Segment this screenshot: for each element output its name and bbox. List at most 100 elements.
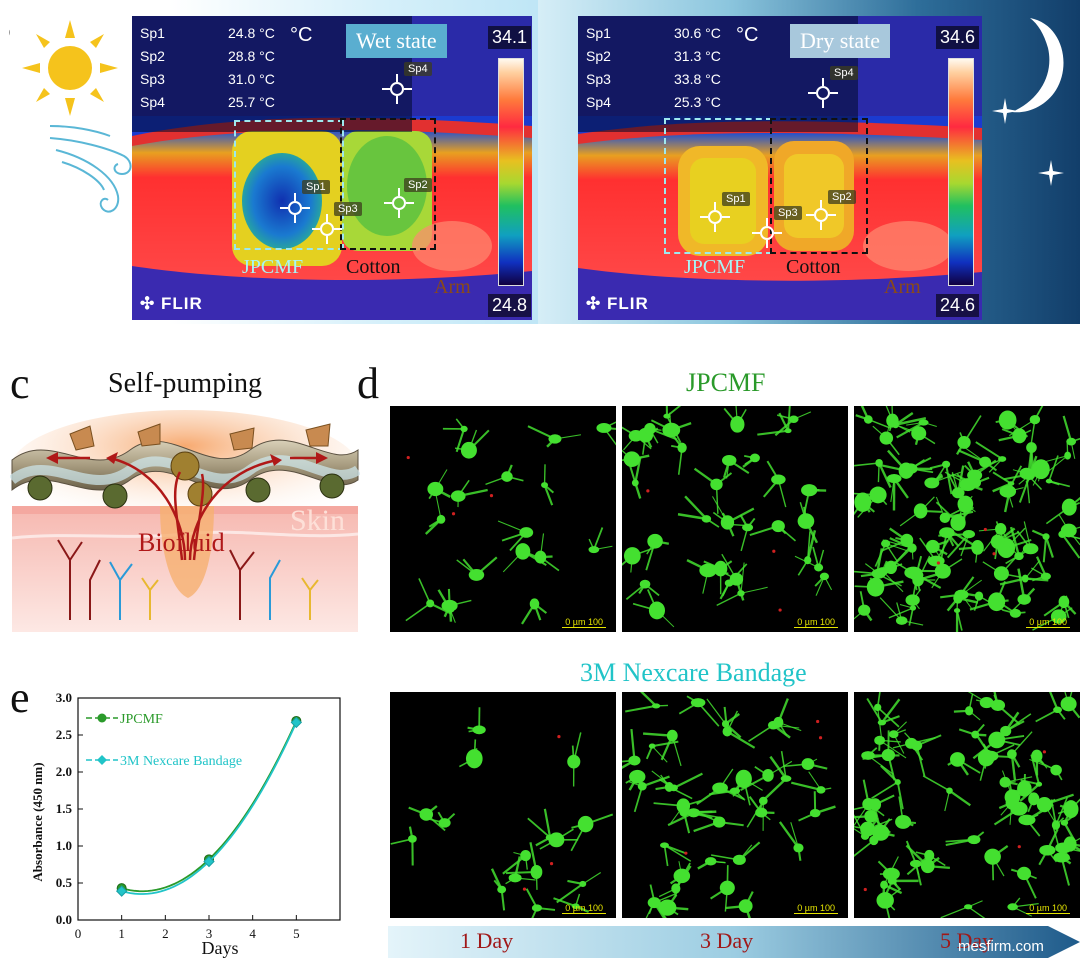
cell [1029,758,1063,781]
sun-icon [22,20,118,116]
cell [467,707,486,735]
cell [553,893,590,914]
micrograph-jpcmf-day5: 0 µm 100 [854,406,1080,632]
cell [1035,692,1066,723]
cell [778,821,804,861]
dead-cell [451,512,456,516]
cell [1036,793,1074,827]
state-badge-dry: Dry state [790,24,891,58]
cell [622,449,650,468]
cell [782,758,828,770]
cell [904,732,942,777]
cell [940,579,983,609]
flir-logo-a: ✣ FLIR [140,294,203,313]
cell [854,818,893,837]
legend-marker [97,755,107,765]
dead-cell [772,549,776,553]
dead-cell [406,455,410,460]
cell [905,844,950,874]
cell [861,747,900,775]
scale-min-a: 24.8 [488,294,532,317]
self-pumping-illustration [10,410,360,632]
cell [938,530,976,559]
cell [1045,455,1071,488]
cell [742,453,760,468]
cell [442,418,468,453]
micrograph-nexcare-day1: 0 µm 100 [390,692,616,918]
x-tick-label: 0 [75,926,82,941]
scale-bar: 0 µm 100 [562,903,606,914]
label-jpcmf-b: JPCMF [684,256,746,278]
cell [940,900,986,918]
cell [521,598,548,625]
scale-bar: 0 µm 100 [562,617,606,628]
thermal-image-wet: Sp1 24.8 °C Sp2 28.8 °C Sp3 31.0 °C Sp4 … [132,16,532,320]
cell [797,502,819,544]
cell [534,533,560,572]
cell [944,471,983,492]
cell [647,893,676,918]
cell [854,577,904,597]
panel-label-e: e [10,673,30,722]
sp1-value-a: 24.8 °C [228,25,275,41]
data-point [290,716,303,729]
sp4-label-b: Sp4 [586,94,611,110]
cell [854,492,875,516]
cell [945,831,985,846]
cell [525,888,556,918]
crosshair-sp4-b [808,78,838,108]
cell [876,888,902,918]
dead-cell [646,489,650,493]
scale-min-b: 24.6 [936,294,980,317]
cell [877,860,900,886]
cell [896,419,937,439]
cell [1031,556,1051,582]
cell [622,426,652,451]
cell [854,794,895,815]
cell [881,527,914,552]
cell [992,471,1015,513]
cell [899,496,942,527]
sp3-label-b: Sp3 [586,71,611,87]
cell [622,546,658,573]
sp2-value-b: 31.3 °C [674,48,721,64]
cell [798,791,836,822]
x-tick-label: 5 [293,926,300,941]
cell [1058,514,1080,546]
cell [975,441,1007,473]
star-icon [1038,160,1064,186]
cell [1009,568,1036,614]
cell [459,739,483,769]
skin-label: Skin [290,504,346,537]
biofluid-label: Biofluid [138,528,225,557]
cell [739,514,756,552]
cell [693,467,733,514]
cell [642,729,682,767]
cell [485,464,524,486]
y-tick-label: 1.5 [56,801,73,816]
cell [1002,770,1023,814]
cell [1060,692,1080,719]
legend-label: 3M Nexcare Bandage [120,754,242,769]
x-tick-label: 2 [162,926,169,941]
cell [872,416,900,456]
day-label-5: 5 Day [940,928,994,953]
series-line-nexcare [121,722,298,895]
cell [890,422,936,446]
cell [906,849,946,876]
cell [625,579,660,600]
cell [644,423,678,444]
dead-cell [522,887,527,891]
cell [693,811,744,833]
cell [958,723,987,739]
y-tick-label: 0.0 [56,912,72,927]
micrograph-jpcmf-day1: 0 µm 100 [390,406,616,632]
cotton-region-box-a [340,118,436,250]
jpcmf-region-box-a [234,120,344,250]
cell [1008,406,1044,450]
cell [697,857,726,870]
cell [935,501,975,531]
dead-cell [549,862,554,866]
cotton-region-box-b [770,118,868,254]
sp3-value-a: 31.0 °C [228,71,275,87]
